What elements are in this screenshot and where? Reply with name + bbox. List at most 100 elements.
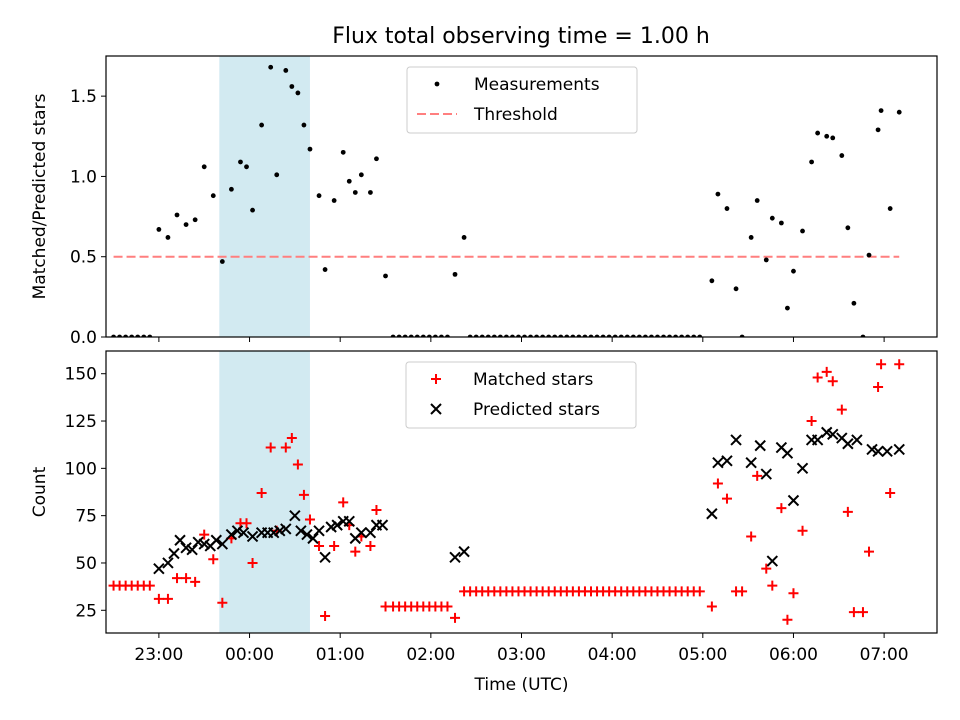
measurement-point [791, 268, 796, 274]
measurement-point [210, 193, 216, 199]
matched-star-point [737, 586, 748, 597]
matched-star-point [217, 597, 228, 608]
y-tick-label: 100 [65, 459, 97, 479]
measurement-point [815, 130, 821, 136]
matched-star-point [782, 614, 793, 625]
measurement-point [824, 133, 830, 139]
x-tick-label: 04:00 [588, 645, 637, 665]
predicted-star-point [376, 519, 389, 531]
x-tick-label: 02:00 [406, 645, 455, 665]
matched-star-point [208, 554, 219, 565]
y-tick-label: 150 [65, 365, 97, 385]
legend-label: Matched stars [473, 370, 593, 390]
matched-star-point [329, 540, 340, 551]
x-tick-label: 03:00 [497, 645, 546, 665]
measurement-point [374, 156, 379, 162]
predicted-star-point [706, 508, 718, 520]
matched-star-point [172, 573, 183, 584]
predicted-star-point [246, 530, 259, 543]
y-tick-label: 25 [75, 601, 97, 621]
panel-ratio: 0.0 0.5 1.0 1.5 Matched/Predicted stars Measu… [30, 55, 938, 348]
measurement-point [301, 122, 307, 128]
measurement-point [839, 153, 845, 158]
predicted-star-point [449, 551, 461, 564]
y-axis-label: Count [30, 466, 50, 517]
matched-star-point [752, 470, 763, 481]
measurement-point [174, 212, 180, 218]
measurement-point [331, 198, 337, 203]
predicted-star-point [168, 547, 180, 560]
y-tick-label: 75 [75, 507, 97, 527]
measurement-point [368, 190, 373, 195]
matched-star-point [864, 546, 875, 557]
matched-star-point [806, 416, 817, 427]
predicted-star-point [364, 526, 377, 539]
measurement-point [785, 305, 790, 311]
y-axis-label: Matched/Predicted stars [30, 93, 50, 299]
legend: Matched stars Predicted stars [405, 361, 637, 429]
measurement-point [295, 90, 301, 96]
matched-star-point [256, 487, 267, 498]
measurement-point [724, 206, 730, 211]
measurement-point [340, 149, 346, 155]
y-tick-label: 125 [65, 412, 97, 432]
matched-star-point [797, 525, 808, 536]
measurement-point [875, 127, 881, 133]
measurement-point [307, 146, 313, 152]
measurement-point [896, 109, 902, 115]
matched-star-point [190, 576, 201, 587]
measurement-point [259, 122, 265, 128]
measurement-point [383, 273, 388, 279]
measurement-point [830, 135, 836, 141]
predicted-star-point [343, 515, 355, 528]
measurement-point [358, 172, 364, 178]
matched-star-point [199, 529, 210, 540]
predicted-star-point [210, 534, 223, 546]
matched-star-point [694, 586, 705, 597]
measurement-point [887, 206, 893, 211]
predicted-star-point [760, 468, 772, 480]
legend-marker-predicted [430, 403, 442, 415]
predicted-star-point [712, 456, 724, 469]
predicted-star-point [745, 456, 757, 469]
predicted-star-point [881, 445, 893, 458]
matched-star-point [827, 376, 838, 387]
matched-star-point [442, 601, 453, 612]
x-tick-label: 00:00 [225, 645, 274, 665]
predicted-star-point [186, 544, 198, 556]
predicted-star-point [174, 534, 186, 546]
chart-title: Flux total observing time = 1.00 h [332, 24, 710, 49]
x-axis-label: Time (UTC) [474, 675, 569, 695]
measurement-point [733, 286, 739, 292]
measurement-point [219, 259, 225, 264]
measurement-point [709, 278, 715, 284]
x-tick-label: 06:00 [769, 645, 818, 665]
predicted-star-point [319, 551, 331, 564]
measurement-point [229, 186, 234, 192]
measurement-point [866, 252, 872, 258]
matched-star-point [836, 404, 847, 415]
matched-star-point [298, 489, 309, 500]
legend-label: Measurements [474, 75, 600, 95]
x-tick-label: 05:00 [678, 645, 727, 665]
measurement-point [274, 172, 280, 178]
predicted-star-point [301, 528, 313, 541]
matched-star-point [304, 514, 315, 525]
predicted-star-point [313, 525, 325, 537]
predicted-star-point [289, 509, 301, 522]
matched-star-point [265, 442, 276, 453]
matched-star-point [144, 580, 155, 591]
measurement-point [346, 178, 352, 184]
matched-star-point [788, 588, 799, 599]
predicted-star-point [225, 528, 238, 541]
matched-star-point [280, 442, 291, 453]
plot-data [108, 359, 905, 625]
x-tick-label: 07:00 [860, 645, 909, 665]
measurement-point [878, 108, 884, 113]
predicted-star-point [730, 434, 742, 446]
measurement-point [165, 235, 171, 240]
measurement-point [769, 215, 775, 221]
measurement-point [715, 191, 721, 197]
predicted-star-point [458, 545, 470, 558]
matched-star-point [247, 557, 258, 568]
